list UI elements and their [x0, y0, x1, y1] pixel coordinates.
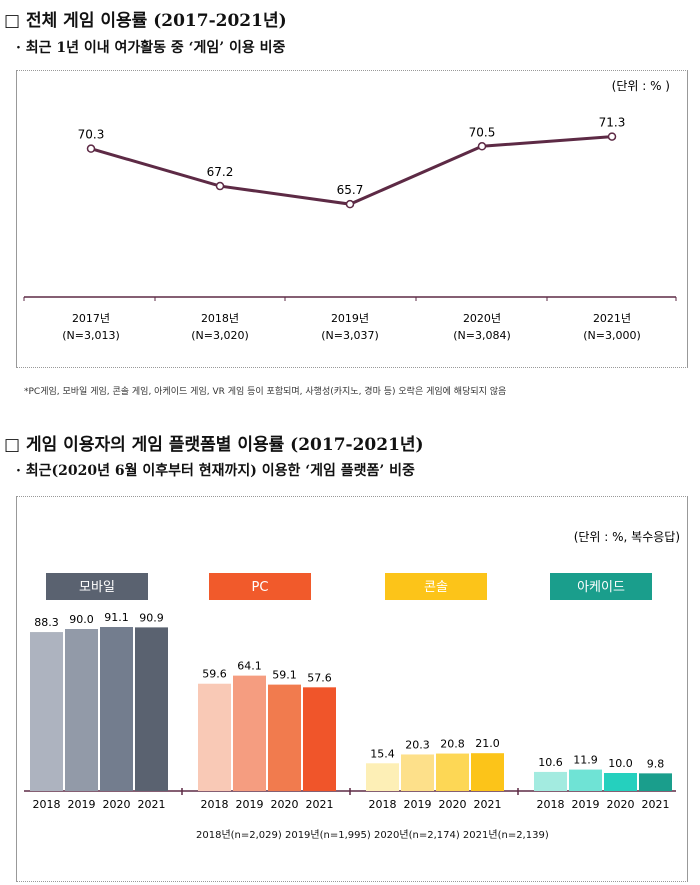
x-tick-label: 2021: [642, 798, 670, 811]
bar: [401, 754, 434, 791]
x-tick-label: 2018: [369, 798, 397, 811]
bar-value-label: 90.0: [69, 613, 94, 626]
x-tick-label: 2018: [33, 798, 61, 811]
legend-label: 모바일: [79, 580, 115, 595]
bar: [471, 753, 504, 791]
bar: [233, 675, 266, 791]
line-chart-frame: [16, 70, 688, 368]
x-tick-label: 2018: [201, 798, 229, 811]
x-sublabel: (N=3,037): [321, 329, 379, 342]
bar-value-label: 91.1: [104, 611, 129, 624]
bar: [639, 773, 672, 791]
x-sublabel: (N=3,013): [62, 329, 120, 342]
bar-value-label: 59.6: [202, 668, 227, 681]
bar: [198, 683, 231, 791]
bar-value-label: 20.8: [440, 738, 465, 751]
bar-value-label: 64.1: [237, 660, 262, 673]
x-tick-label: 2019: [236, 798, 264, 811]
x-tick-label: 2017년: [72, 312, 110, 325]
data-label: 71.3: [599, 116, 626, 130]
bar: [436, 753, 469, 791]
legend-label: PC: [252, 580, 269, 595]
bar-value-label: 57.6: [307, 671, 332, 684]
bar: [534, 771, 567, 791]
bar: [604, 773, 637, 791]
legend-label: 콘솔: [424, 580, 448, 595]
data-point: [477, 142, 487, 151]
data-label: 67.2: [207, 165, 234, 179]
x-tick-label: 2021: [138, 798, 166, 811]
legend-box: [385, 573, 487, 600]
x-sublabel: (N=3,020): [191, 329, 249, 342]
x-tick-label: 2020년: [463, 312, 501, 325]
x-tick-label: 2018: [537, 798, 565, 811]
bar: [268, 684, 301, 791]
x-sublabel: (N=3,084): [453, 329, 511, 342]
section2-subtitle: · 최근(2020년 6월 이후부터 현재까지) 이용한 ‘게임 플랫폼’ 비중: [16, 463, 415, 479]
bar-value-label: 20.3: [405, 738, 430, 751]
bar-value-label: 9.8: [647, 757, 665, 770]
legend-box: [209, 573, 311, 600]
unit-label: (단위 : % ): [612, 79, 670, 93]
bar-value-label: 10.6: [538, 756, 563, 769]
data-point: [607, 132, 617, 141]
x-tick-label: 2019: [68, 798, 96, 811]
x-tick-label: 2021: [474, 798, 502, 811]
section1-subtitle: · 최근 1년 이내 여가활동 중 ‘게임’ 이용 비중: [16, 40, 286, 56]
x-tick-label: 2019년: [331, 312, 369, 325]
bar-value-label: 15.4: [370, 747, 395, 760]
bar-value-label: 88.3: [34, 616, 59, 629]
legend-label: 아케이드: [577, 580, 625, 595]
x-tick-label: 2018년: [201, 312, 239, 325]
x-tick-label: 2020: [103, 798, 131, 811]
bar: [30, 632, 63, 791]
sample-note: 2018년(n=2,029) 2019년(n=1,995) 2020년(n=2,…: [196, 830, 549, 841]
data-point: [86, 144, 96, 153]
bar: [100, 627, 133, 791]
x-sublabel: (N=3,000): [583, 329, 641, 342]
data-label: 70.5: [469, 125, 496, 139]
unit-label: (단위 : %, 복수응답): [574, 530, 680, 544]
legend-box: [550, 573, 652, 600]
data-point: [215, 181, 225, 191]
section2-title: □ 게임 이용자의 게임 플랫폼별 이용률 (2017-2021년): [4, 435, 424, 455]
section1-title: □ 전체 게임 이용률 (2017-2021년): [4, 11, 287, 31]
data-label: 70.3: [78, 128, 105, 142]
data-label: 65.7: [337, 183, 364, 197]
bar: [65, 629, 98, 791]
legend-box: [46, 573, 148, 600]
bar: [366, 763, 399, 791]
x-tick-label: 2019: [572, 798, 600, 811]
x-tick-label: 2020: [271, 798, 299, 811]
x-tick-label: 2021년: [593, 312, 631, 325]
footnote: *PC게임, 모바일 게임, 콘솔 게임, 아케이드 게임, VR 게임 등이 …: [24, 387, 507, 397]
x-tick-label: 2021: [306, 798, 334, 811]
bar-value-label: 21.0: [475, 737, 500, 750]
bar: [569, 769, 602, 791]
bar-value-label: 90.9: [139, 611, 164, 624]
bar-chart-frame: [16, 496, 688, 882]
bar-value-label: 10.0: [608, 757, 633, 770]
x-tick-label: 2019: [404, 798, 432, 811]
data-point: [345, 199, 355, 209]
x-tick-label: 2020: [607, 798, 635, 811]
bar-value-label: 59.1: [272, 669, 297, 682]
x-tick-label: 2020: [439, 798, 467, 811]
bar: [135, 627, 168, 791]
bar-value-label: 11.9: [573, 754, 598, 767]
bar: [303, 687, 336, 791]
